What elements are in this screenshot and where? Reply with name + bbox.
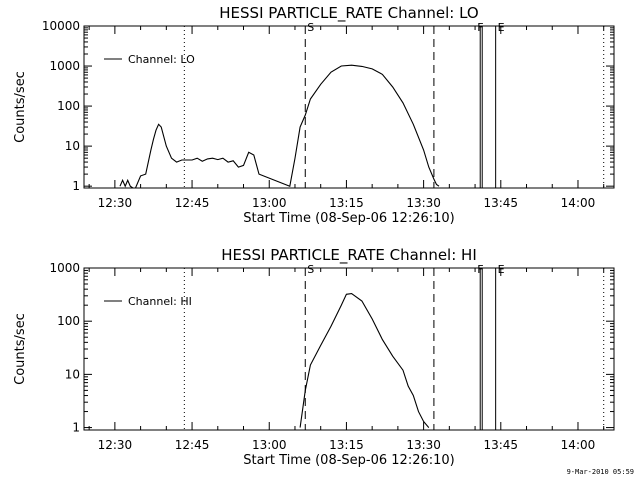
panel-1-x-tick-label: 12:30 — [98, 196, 133, 210]
panel-2-y-tick-label: 1 — [72, 421, 80, 435]
panel-1-x-tick-label: 12:45 — [175, 196, 210, 210]
panel-1-x-tick-label: 13:00 — [252, 196, 287, 210]
panel-1-y-axis-label: Counts/sec — [13, 71, 28, 143]
panel-2-plot-frame — [83, 267, 615, 431]
panel-2-x-tick-label: 12:45 — [175, 438, 210, 452]
panel-2-y-tick-label: 100 — [57, 314, 80, 328]
panel-1-plot-frame — [83, 25, 615, 189]
panel-2-marker-label: S — [307, 263, 314, 276]
panel-2-title: HESSI PARTICLE_RATE Channel: HI — [221, 246, 477, 265]
panel-2-y-tick-label: 1000 — [49, 261, 80, 275]
panel-1-x-tick-label: 13:30 — [406, 196, 441, 210]
panel-1-title: HESSI PARTICLE_RATE Channel: LO — [219, 4, 478, 23]
panel-2-x-tick-label: 14:00 — [561, 438, 596, 452]
panel-2-x-tick-label: 13:00 — [252, 438, 287, 452]
panel-2-x-tick-label: 13:30 — [406, 438, 441, 452]
panel-1-y-tick-label: 10 — [65, 139, 80, 153]
panel-1-y-tick-label: 1 — [72, 179, 80, 193]
panel-2-series-line — [299, 293, 430, 428]
panel-2-marker-label: E — [498, 263, 505, 276]
panel-2-marker-label: F — [477, 263, 483, 276]
panel-2-x-tick-label: 13:15 — [329, 438, 364, 452]
panel-2-x-axis-label: Start Time (08-Sep-06 12:26:10) — [243, 453, 454, 468]
panel-2-y-tick-label: 10 — [65, 367, 80, 381]
panel-1-marker-label: F — [477, 21, 483, 34]
panel-1-y-tick-label: 10000 — [42, 19, 80, 33]
panel-2-legend-label: Channel: HI — [128, 295, 192, 308]
panel-1-x-tick-label: 14:00 — [561, 196, 596, 210]
panel-1-legend-label: Channel: LO — [128, 53, 195, 66]
panel-1-x-tick-label: 13:15 — [329, 196, 364, 210]
timestamp: 9-Mar-2010 05:59 — [566, 468, 634, 476]
panel-2-x-tick-label: 12:30 — [98, 438, 133, 452]
panel-1-series-line — [119, 64, 440, 189]
panel-1-marker-label: E — [498, 21, 505, 34]
panel-1-y-tick-label: 1000 — [49, 59, 80, 73]
panel-1-marker-label: S — [307, 21, 314, 34]
panel-1-x-tick-label: 13:45 — [483, 196, 518, 210]
panel-1-x-axis-label: Start Time (08-Sep-06 12:26:10) — [243, 211, 454, 226]
panel-2-y-axis-label: Counts/sec — [13, 313, 28, 385]
panel-2-x-tick-label: 13:45 — [483, 438, 518, 452]
panel-1-y-tick-label: 100 — [57, 99, 80, 113]
